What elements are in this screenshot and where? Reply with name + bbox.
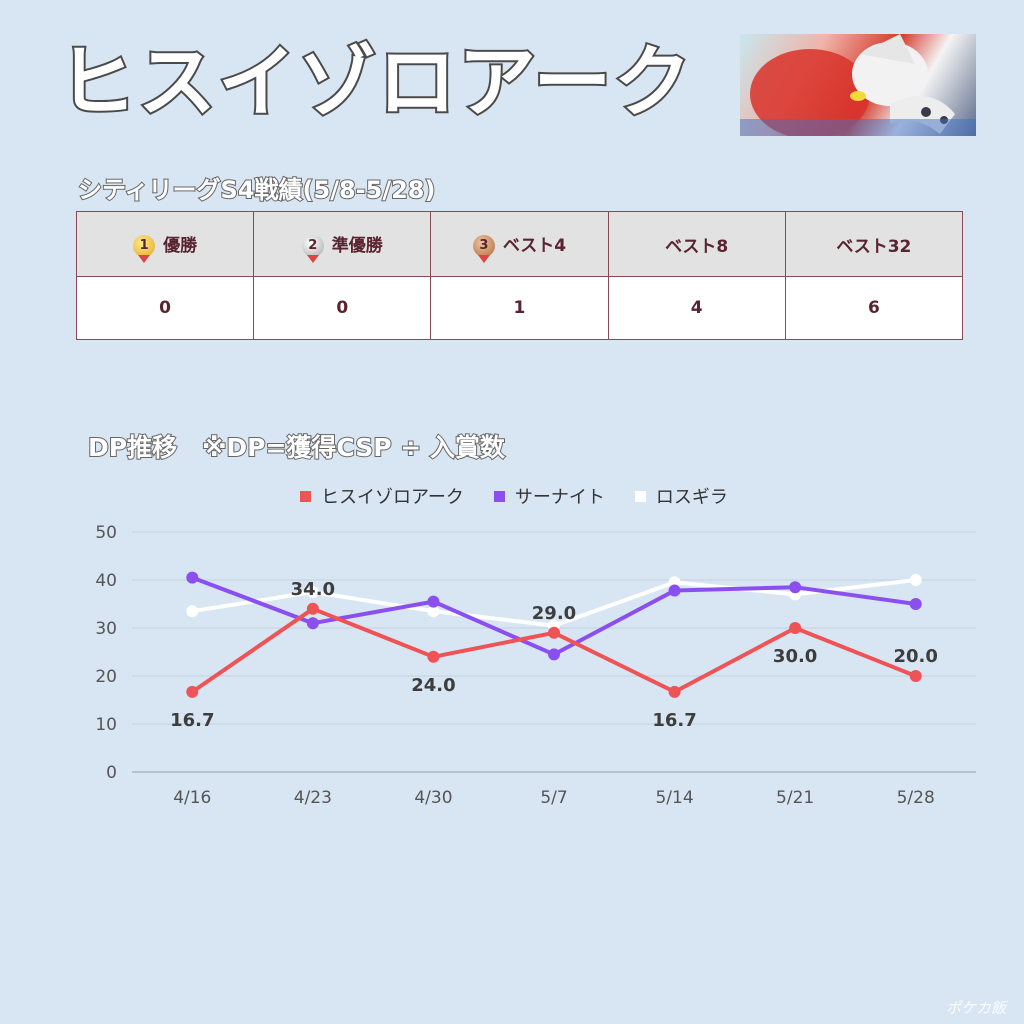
legend-swatch [493,490,505,502]
header-label: ベスト4 [502,236,567,256]
header-cell-best8: ベスト8 [607,211,786,277]
header-label: 優勝 [163,236,198,256]
x-tick-label: 5/14 [655,788,693,808]
value-cell: 6 [784,276,964,340]
header-label: ベスト8 [665,236,729,257]
legend-item: ヒスイゾロアーク [300,483,464,509]
legend-item: ロスギラ [634,483,728,509]
legend-label: サーナイト [514,487,605,508]
results-header-row: 1 優勝 2 準優勝 3 ベスト4 ベスト8 ベスト32 [75,211,964,277]
y-tick-label: 40 [95,571,117,591]
x-tick-label: 4/16 [173,788,211,808]
header-label: 準優勝 [331,236,383,256]
x-tick-label: 5/28 [897,788,935,808]
data-label: 30.0 [773,646,817,667]
x-tick-label: 4/23 [294,788,332,808]
subtitle: シティリーグS4戦績(5/8-5/28) [77,175,436,205]
watermark: ポケカ飯 [945,999,1006,1017]
results-table: 1 優勝 2 準優勝 3 ベスト4 ベスト8 ベスト32 0 0 1 4 6 [75,211,964,340]
data-point [186,605,199,618]
legend-label: ヒスイゾロアーク [321,487,464,508]
data-point [548,648,560,661]
data-label: 24.0 [411,675,455,696]
data-label: 16.7 [170,710,214,731]
value-cell: 4 [607,276,786,340]
data-point [789,622,802,634]
data-point [548,626,560,639]
data-point [306,586,319,598]
chart-legend: ヒスイゾロアーク サーナイト ロスギラ [300,483,728,509]
data-point [909,574,922,586]
legend-swatch [634,490,646,502]
header-cell-winner: 1 優勝 [75,211,255,277]
value-cell: 0 [75,276,255,340]
chart-title: DP推移 ※DP=獲得CSP ÷ 入賞数 [87,432,506,463]
data-point [427,605,440,618]
header-cell-best4: 3 ベスト4 [430,211,609,277]
x-tick-label: 5/7 [540,788,567,808]
hero-card-image [740,34,976,136]
value-cell: 0 [253,276,432,340]
header-cell-runner-up: 2 準優勝 [253,211,432,277]
data-label: 34.0 [291,579,335,600]
y-tick-label: 10 [95,715,117,735]
results-value-row: 0 0 1 4 6 [75,276,964,340]
data-point [186,571,199,584]
x-tick-label: 4/30 [414,788,452,808]
data-point [668,584,681,597]
page-title: ヒスイゾロアーク [56,36,694,130]
header-cell-best32: ベスト32 [784,211,964,277]
legend-swatch [300,490,311,502]
silver-medal-icon: 2 [301,235,324,263]
x-tick-label: 5/21 [776,788,814,808]
bronze-medal-icon: 3 [472,235,495,263]
data-point [668,685,681,698]
data-point [427,595,440,608]
y-tick-label: 20 [95,667,117,687]
data-label: 20.0 [894,646,938,667]
data-point [186,685,199,698]
legend-label: ロスギラ [655,487,728,508]
data-label: 29.0 [532,603,576,624]
header-label: ベスト32 [836,236,912,257]
legend-item: サーナイト [493,483,605,509]
y-tick-label: 0 [106,763,117,783]
data-point [909,598,922,610]
data-point [306,617,319,630]
data-point [306,602,319,615]
gold-medal-icon: 1 [133,235,156,263]
y-tick-label: 50 [95,523,117,543]
data-point [909,670,922,682]
data-label: 16.7 [652,710,696,731]
y-tick-label: 30 [95,619,117,639]
data-point [789,581,802,594]
value-cell: 1 [430,276,609,340]
data-point [427,650,440,663]
